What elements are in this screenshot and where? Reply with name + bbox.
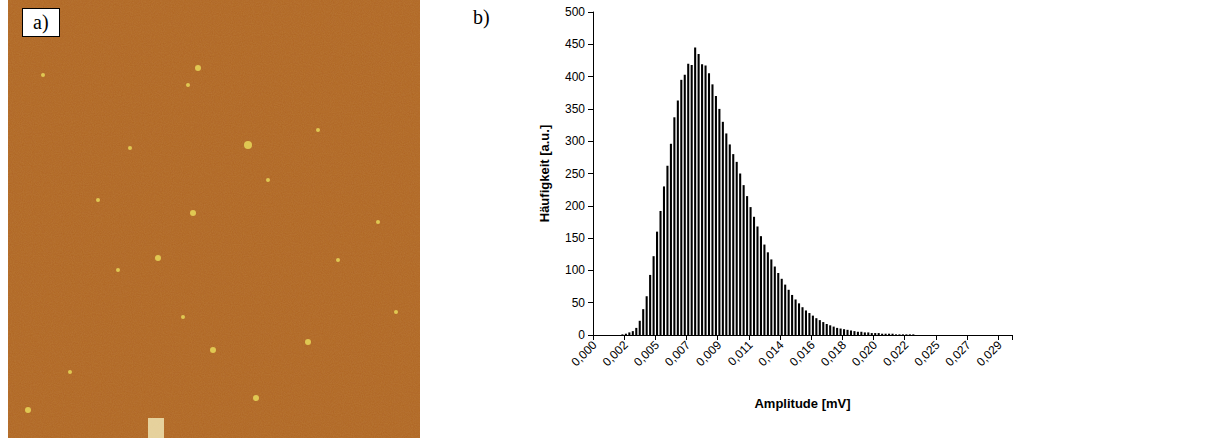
svg-text:0,029: 0,029 (974, 338, 1005, 369)
svg-text:0,009: 0,009 (693, 338, 724, 369)
svg-text:150: 150 (565, 231, 585, 245)
svg-text:0,005: 0,005 (631, 338, 662, 369)
svg-text:500: 500 (565, 5, 585, 19)
svg-text:0,022: 0,022 (880, 338, 911, 369)
svg-text:100: 100 (565, 263, 585, 277)
svg-text:400: 400 (565, 70, 585, 84)
svg-text:350: 350 (565, 102, 585, 116)
svg-text:b): b) (473, 6, 490, 29)
svg-text:0,002: 0,002 (600, 338, 631, 369)
html-text:a): a) (33, 11, 49, 33)
svg-text:0,025: 0,025 (911, 338, 942, 369)
svg-text:0,011: 0,011 (725, 338, 756, 369)
svg-text:0,018: 0,018 (818, 338, 849, 369)
svg-text:Amplitude [mV]: Amplitude [mV] (754, 396, 850, 411)
svg-text:0,007: 0,007 (662, 338, 693, 369)
svg-text:250: 250 (565, 167, 585, 181)
svg-text:300: 300 (565, 134, 585, 148)
svg-text:0,027: 0,027 (943, 338, 974, 369)
svg-text:200: 200 (565, 199, 585, 213)
svg-text:0: 0 (578, 328, 585, 342)
svg-text:0,000: 0,000 (569, 338, 600, 369)
svg-text:Häufigkeit [a.u.]: Häufigkeit [a.u.] (537, 125, 552, 223)
svg-text:50: 50 (572, 296, 586, 310)
svg-text:450: 450 (565, 37, 585, 51)
svg-text:0,016: 0,016 (787, 338, 818, 369)
svg-text:0,020: 0,020 (849, 338, 880, 369)
svg-text:0,014: 0,014 (756, 338, 787, 369)
